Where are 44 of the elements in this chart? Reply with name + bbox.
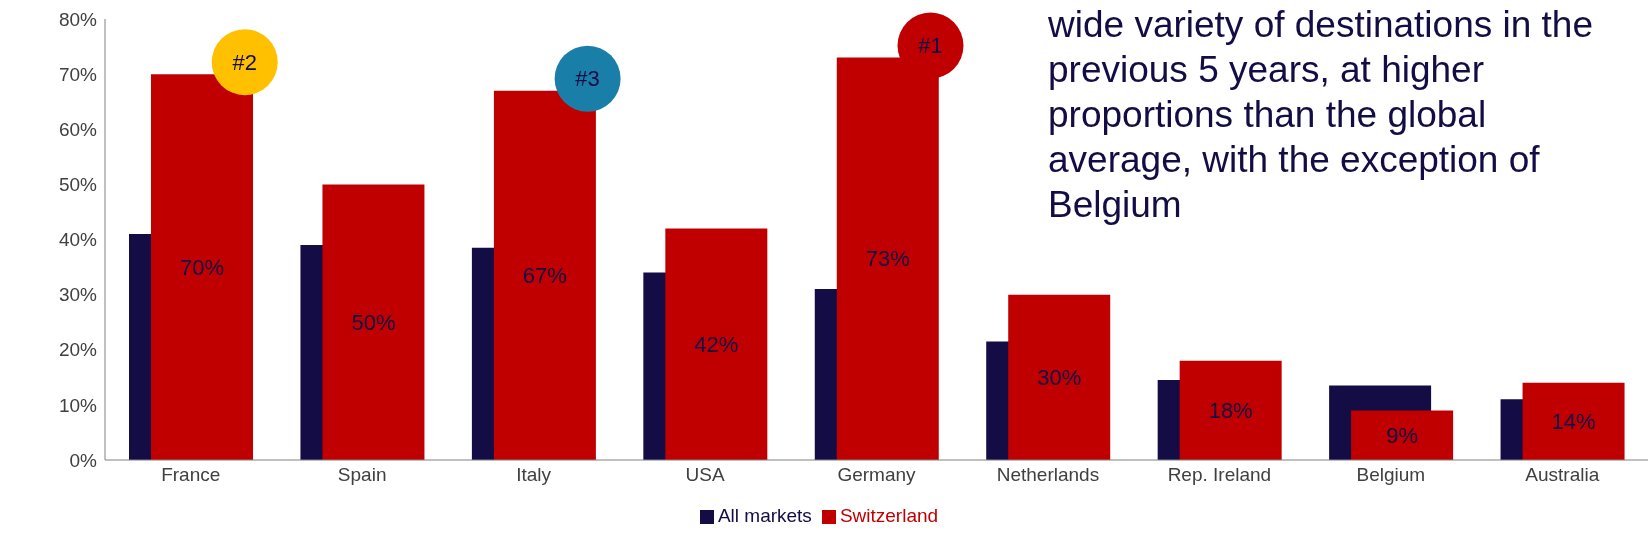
y-tick-label: 60%: [58, 118, 98, 140]
x-tick-label: Germany: [837, 464, 917, 486]
bar: [151, 74, 253, 460]
bar: [665, 228, 768, 460]
data-label: 50%: [351, 309, 396, 335]
x-tick-label: Italy: [516, 464, 552, 486]
x-tick-label: Australia: [1525, 464, 1600, 486]
bar: [1179, 360, 1282, 460]
bar: [1522, 382, 1625, 460]
circle-badge: #2: [211, 29, 278, 96]
x-tick-label: France: [161, 464, 221, 486]
data-label: 70%: [179, 254, 225, 280]
data-label: 30%: [1037, 364, 1082, 390]
legend-label: Switzerland: [839, 505, 939, 526]
x-tick-label: Belgium: [1356, 464, 1426, 486]
data-label: 42%: [694, 331, 739, 357]
y-tick-label: 50%: [58, 174, 98, 196]
bar: [493, 90, 596, 460]
data-label: 67%: [522, 262, 567, 288]
y-tick-label: 0%: [69, 449, 98, 471]
data-label: 9%: [1386, 422, 1419, 448]
bar: [1008, 294, 1111, 460]
x-tick-label: Rep. Ireland: [1167, 464, 1272, 486]
x-tick-label: USA: [685, 464, 725, 486]
y-tick-label: 70%: [58, 63, 98, 85]
annotation: #2: [232, 49, 257, 75]
data-label: 14%: [1551, 408, 1596, 434]
annotation: #3: [575, 66, 600, 92]
y-tick-label: 40%: [58, 229, 98, 251]
data-label: 18%: [1208, 397, 1253, 423]
annotation: #1: [918, 33, 943, 59]
bar: [1351, 410, 1454, 460]
circle-badge: #3: [554, 45, 621, 112]
legend-label: All markets: [717, 505, 812, 526]
circle-badge: #1: [897, 12, 964, 79]
data-label: 73%: [865, 246, 910, 272]
x-tick-label: Netherlands: [996, 464, 1100, 486]
y-tick-label: 80%: [58, 8, 98, 30]
y-tick-label: 10%: [58, 394, 98, 416]
annotation: wide variety of destinations in the previous 5 years, at higher proportions than the global average, with the exception of Belgium: [1048, 3, 1595, 227]
x-tick-label: Spain: [337, 464, 387, 486]
bar: [322, 184, 425, 460]
y-tick-label: 20%: [58, 339, 98, 361]
y-tick-label: 30%: [58, 284, 98, 306]
